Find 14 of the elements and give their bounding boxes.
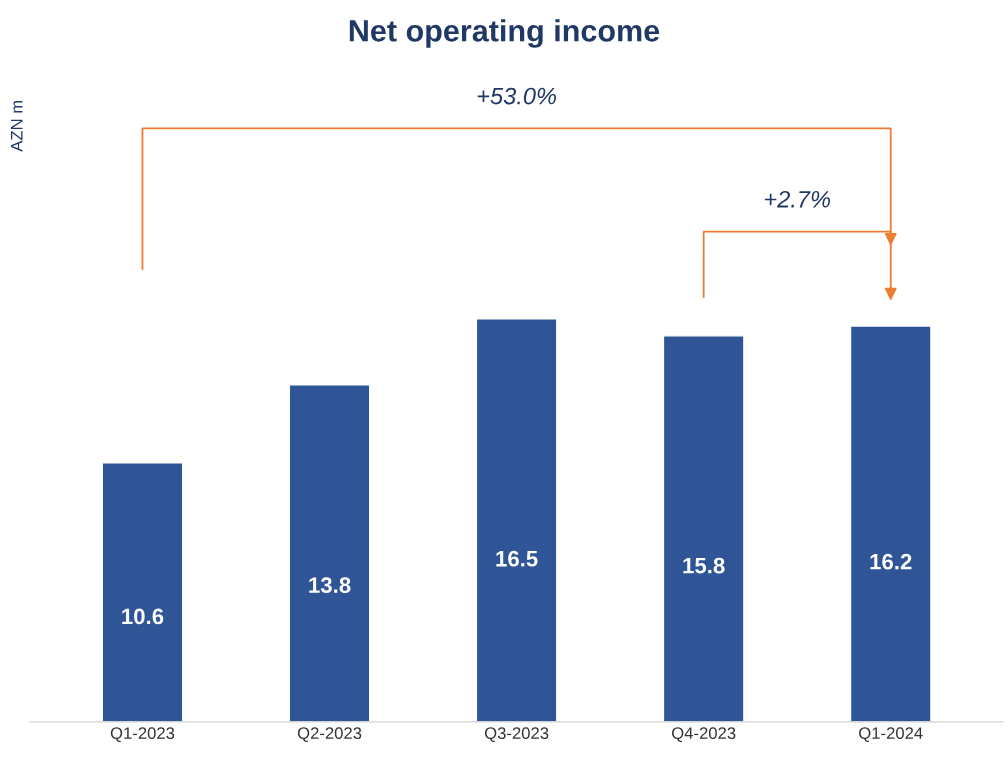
data-label: 15.8 bbox=[683, 557, 725, 574]
data-label: 10.6 bbox=[122, 608, 164, 625]
text: AZN m bbox=[10, 100, 23, 152]
x-tick-label: Q4-2023 bbox=[672, 727, 736, 743]
data-label: 16.5 bbox=[496, 550, 538, 567]
x-tick-label: Q3-2023 bbox=[484, 727, 549, 743]
x-tick-label: Q1-2024 bbox=[859, 727, 923, 743]
data-label: 16.2 bbox=[870, 553, 912, 570]
x-tick-label: Q2-2023 bbox=[297, 727, 362, 743]
x-tick-label: Q1-2023 bbox=[110, 727, 175, 743]
text: +2.7% bbox=[764, 190, 830, 208]
chart-title: Net operating income bbox=[349, 19, 660, 48]
text: +53.0% bbox=[477, 87, 556, 105]
data-label: 13.8 bbox=[309, 577, 351, 594]
